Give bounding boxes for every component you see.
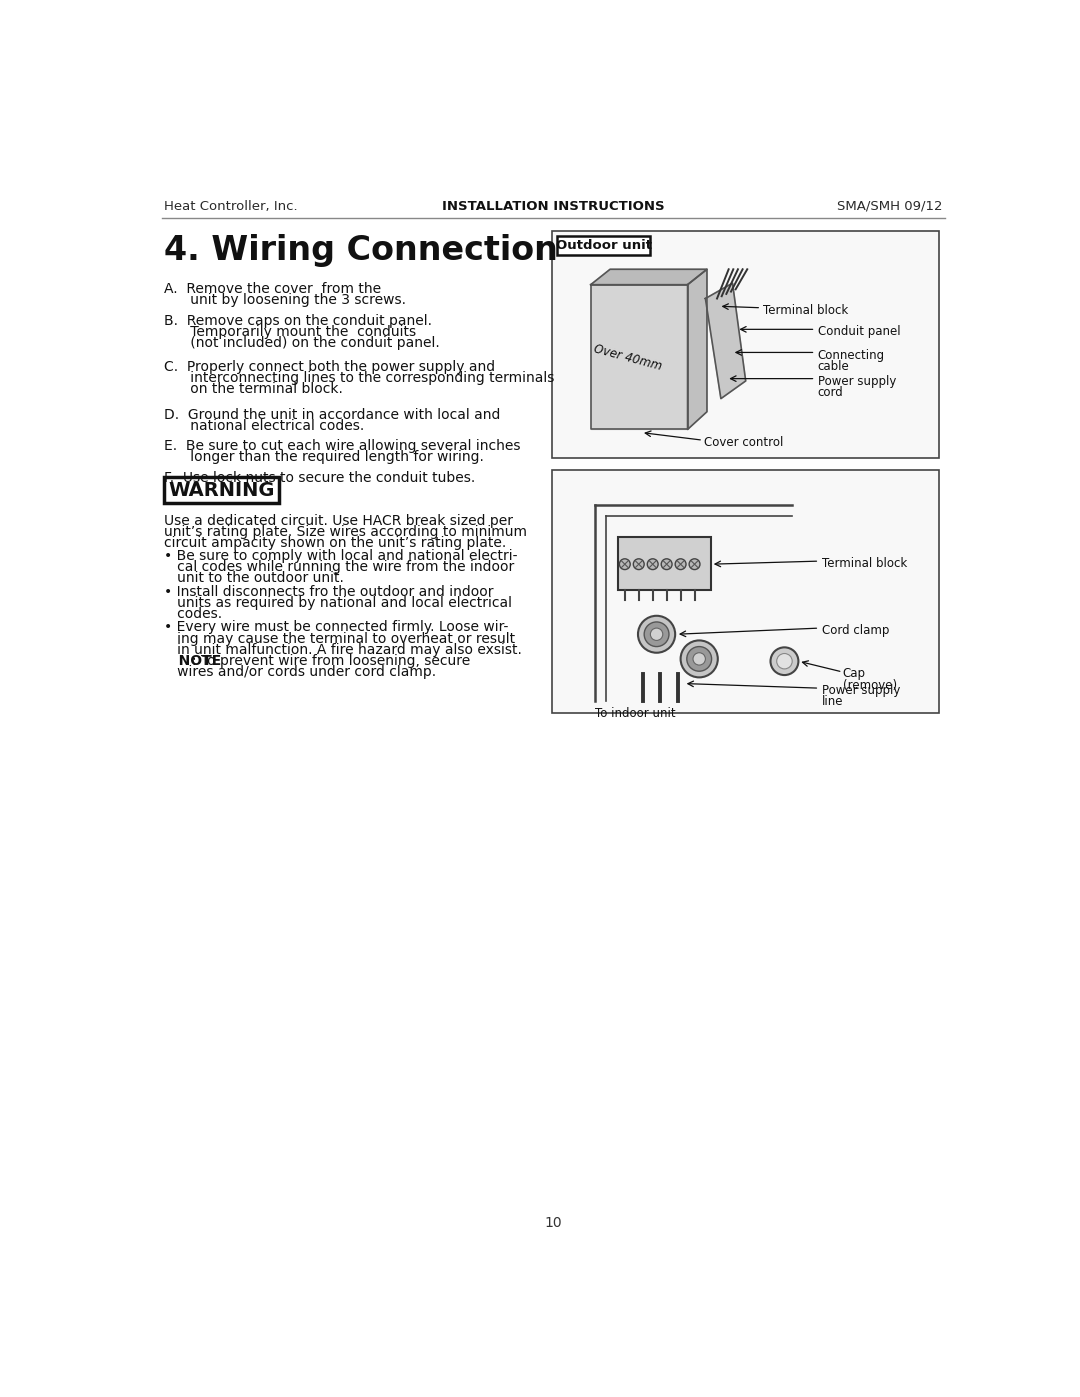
Text: Terminal block: Terminal block (822, 557, 907, 570)
Circle shape (650, 629, 663, 640)
Text: Terminal block: Terminal block (762, 305, 848, 317)
Text: unit to the outdoor unit.: unit to the outdoor unit. (164, 571, 345, 585)
Text: on the terminal block.: on the terminal block. (164, 383, 343, 397)
Text: SMA/SMH 09/12: SMA/SMH 09/12 (837, 200, 943, 212)
Circle shape (689, 559, 700, 570)
Text: 4. Wiring Connection: 4. Wiring Connection (164, 235, 558, 267)
Text: INSTALLATION INSTRUCTIONS: INSTALLATION INSTRUCTIONS (442, 200, 665, 212)
Text: • Be sure to comply with local and national electri-: • Be sure to comply with local and natio… (164, 549, 518, 563)
Circle shape (777, 654, 793, 669)
Text: : To prevent wire from loosening, secure: : To prevent wire from loosening, secure (192, 654, 471, 668)
Text: WARNING: WARNING (168, 481, 275, 500)
Text: Temporarily mount the  conduits: Temporarily mount the conduits (164, 326, 417, 339)
Text: Power supply: Power supply (822, 683, 900, 697)
Text: wires and/or cords under cord clamp.: wires and/or cords under cord clamp. (164, 665, 436, 679)
Polygon shape (688, 270, 707, 429)
Text: C.  Properly connect both the power supply and: C. Properly connect both the power suppl… (164, 360, 496, 374)
Text: B.  Remove caps on the conduit panel.: B. Remove caps on the conduit panel. (164, 314, 432, 328)
Text: NOTE: NOTE (164, 654, 221, 668)
Text: codes.: codes. (164, 606, 222, 620)
Text: line: line (822, 694, 843, 708)
Text: Power supply: Power supply (818, 374, 896, 388)
Text: (remove): (remove) (842, 679, 896, 692)
Circle shape (661, 559, 672, 570)
Text: longer than the required length for wiring.: longer than the required length for wiri… (164, 450, 484, 464)
Text: D.  Ground the unit in accordance with local and: D. Ground the unit in accordance with lo… (164, 408, 501, 422)
Text: Heat Controller, Inc.: Heat Controller, Inc. (164, 200, 298, 212)
Text: 10: 10 (544, 1215, 563, 1229)
Text: Outdoor unit: Outdoor unit (556, 239, 652, 251)
Text: cable: cable (818, 360, 850, 373)
Text: • Install disconnects fro the outdoor and indoor: • Install disconnects fro the outdoor an… (164, 584, 494, 598)
Circle shape (633, 559, 644, 570)
Circle shape (675, 559, 686, 570)
Polygon shape (591, 285, 688, 429)
FancyBboxPatch shape (557, 236, 650, 254)
Text: circuit ampacity shown on the unit’s rating plate.: circuit ampacity shown on the unit’s rat… (164, 536, 507, 550)
Bar (618, 538, 711, 590)
Bar (552, 231, 940, 458)
Text: Cord clamp: Cord clamp (822, 624, 889, 637)
Circle shape (687, 647, 712, 671)
Text: Use a dedicated circuit. Use HACR break sized per: Use a dedicated circuit. Use HACR break … (164, 514, 513, 528)
Polygon shape (591, 270, 707, 285)
Text: A.  Remove the cover  from the: A. Remove the cover from the (164, 282, 381, 296)
Text: Cover control: Cover control (704, 436, 783, 450)
Bar (552, 471, 940, 712)
Polygon shape (705, 284, 745, 398)
Text: cal codes while running the wire from the indoor: cal codes while running the wire from th… (164, 560, 515, 574)
Text: To indoor unit: To indoor unit (595, 707, 675, 721)
Circle shape (619, 559, 631, 570)
Text: (not included) on the conduit panel.: (not included) on the conduit panel. (164, 337, 441, 351)
Text: Conduit panel: Conduit panel (818, 326, 901, 338)
Text: interconnecting lines to the corresponding terminals: interconnecting lines to the correspondi… (164, 372, 555, 386)
Text: cord: cord (818, 386, 843, 400)
Text: units as required by national and local electrical: units as required by national and local … (164, 595, 512, 609)
Text: ing may cause the terminal to overheat or result: ing may cause the terminal to overheat o… (164, 631, 515, 645)
Circle shape (638, 616, 675, 652)
Text: in unit malfunction. A fire hazard may also exsist.: in unit malfunction. A fire hazard may a… (164, 643, 523, 657)
Text: E.  Be sure to cut each wire allowing several inches: E. Be sure to cut each wire allowing sev… (164, 439, 521, 453)
Text: Over 40mm: Over 40mm (592, 342, 663, 373)
Text: • Every wire must be connected firmly. Loose wir-: • Every wire must be connected firmly. L… (164, 620, 509, 634)
Text: Cap: Cap (842, 668, 865, 680)
Circle shape (644, 622, 669, 647)
Text: national electrical codes.: national electrical codes. (164, 419, 365, 433)
Circle shape (693, 652, 705, 665)
Text: Connecting: Connecting (818, 349, 885, 362)
Text: F.  Use lock nuts to secure the conduit tubes.: F. Use lock nuts to secure the conduit t… (164, 471, 475, 485)
Circle shape (770, 647, 798, 675)
Circle shape (647, 559, 658, 570)
Circle shape (680, 640, 718, 678)
Text: unit by loosening the 3 screws.: unit by loosening the 3 screws. (164, 293, 406, 307)
Text: unit’s rating plate. Size wires according to minimum: unit’s rating plate. Size wires accordin… (164, 525, 527, 539)
FancyBboxPatch shape (164, 478, 279, 503)
